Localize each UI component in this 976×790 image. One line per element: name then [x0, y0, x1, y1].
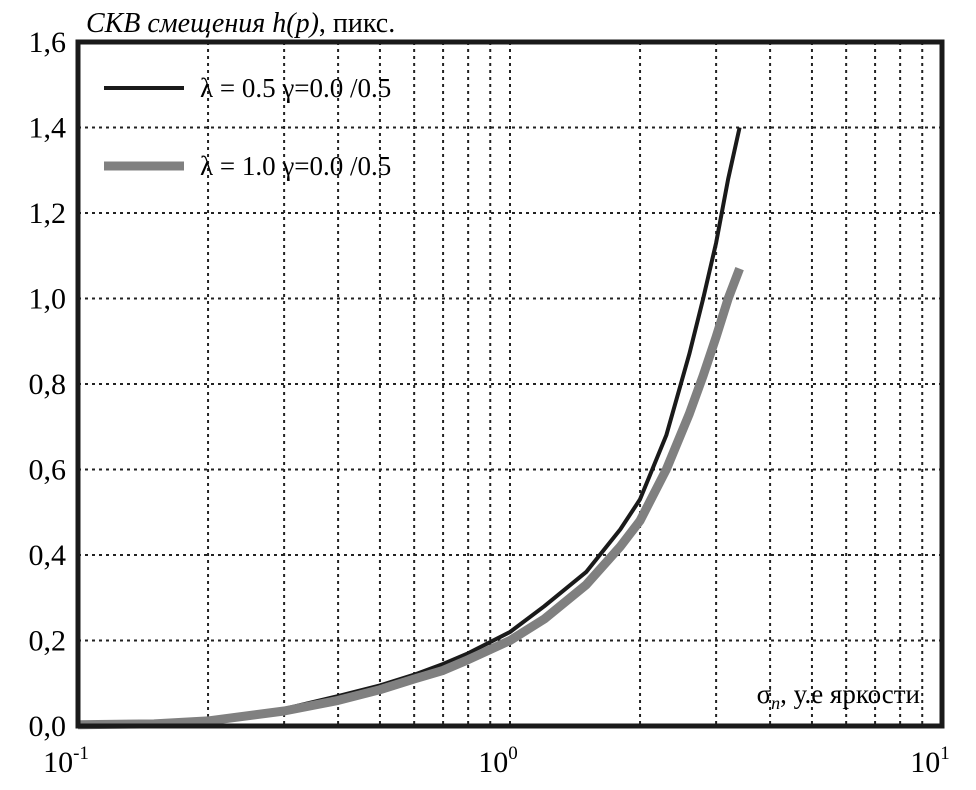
y-tick-label: 1,2	[29, 197, 67, 230]
series-line-1	[77, 127, 742, 726]
legend-label-1: λ = 0.5 γ=0.0 /0.5	[200, 73, 391, 103]
series-group	[77, 127, 744, 730]
x-tick-labels: 10-1 100 101	[43, 743, 950, 779]
y-tick-label: 0,2	[29, 625, 67, 658]
legend-label-2: λ = 1.0 γ=0.0 /0.5	[200, 151, 391, 181]
y-tick-label: 1,0	[29, 283, 67, 316]
chart-title-main: СКВ смещения h(p)	[86, 8, 319, 39]
x-tick-label: 101	[910, 743, 950, 779]
y-tick-label: 0,0	[29, 710, 67, 743]
x-axis-label-sub: n	[771, 693, 780, 713]
y-tick-label: 1,6	[29, 26, 67, 59]
x-tick-label: 100	[478, 743, 518, 779]
chart-title: СКВ смещения h(p), пикс.	[86, 8, 395, 39]
x-axis-label: σn, у.е яркости	[757, 679, 920, 713]
y-tick-label: 0,6	[29, 454, 67, 487]
x-tick-label: 10-1	[43, 743, 89, 779]
grid	[78, 42, 942, 726]
y-tick-labels: 0,0 0,2 0,4 0,6 0,8 1,0 1,2 1,4 1,6	[29, 26, 67, 743]
x-axis-label-symbol: σ	[757, 679, 772, 709]
y-tick-label: 0,4	[29, 539, 67, 572]
series-line-2	[77, 266, 744, 730]
plot-frame	[75, 39, 945, 729]
y-tick-label: 1,4	[29, 112, 67, 145]
x-axis-label-rest: , у.е яркости	[780, 679, 920, 709]
legend: λ = 0.5 γ=0.0 /0.5 λ = 1.0 γ=0.0 /0.5	[104, 73, 391, 181]
chart-title-suffix: , пикс.	[319, 8, 395, 39]
y-tick-label: 0,8	[29, 368, 67, 401]
